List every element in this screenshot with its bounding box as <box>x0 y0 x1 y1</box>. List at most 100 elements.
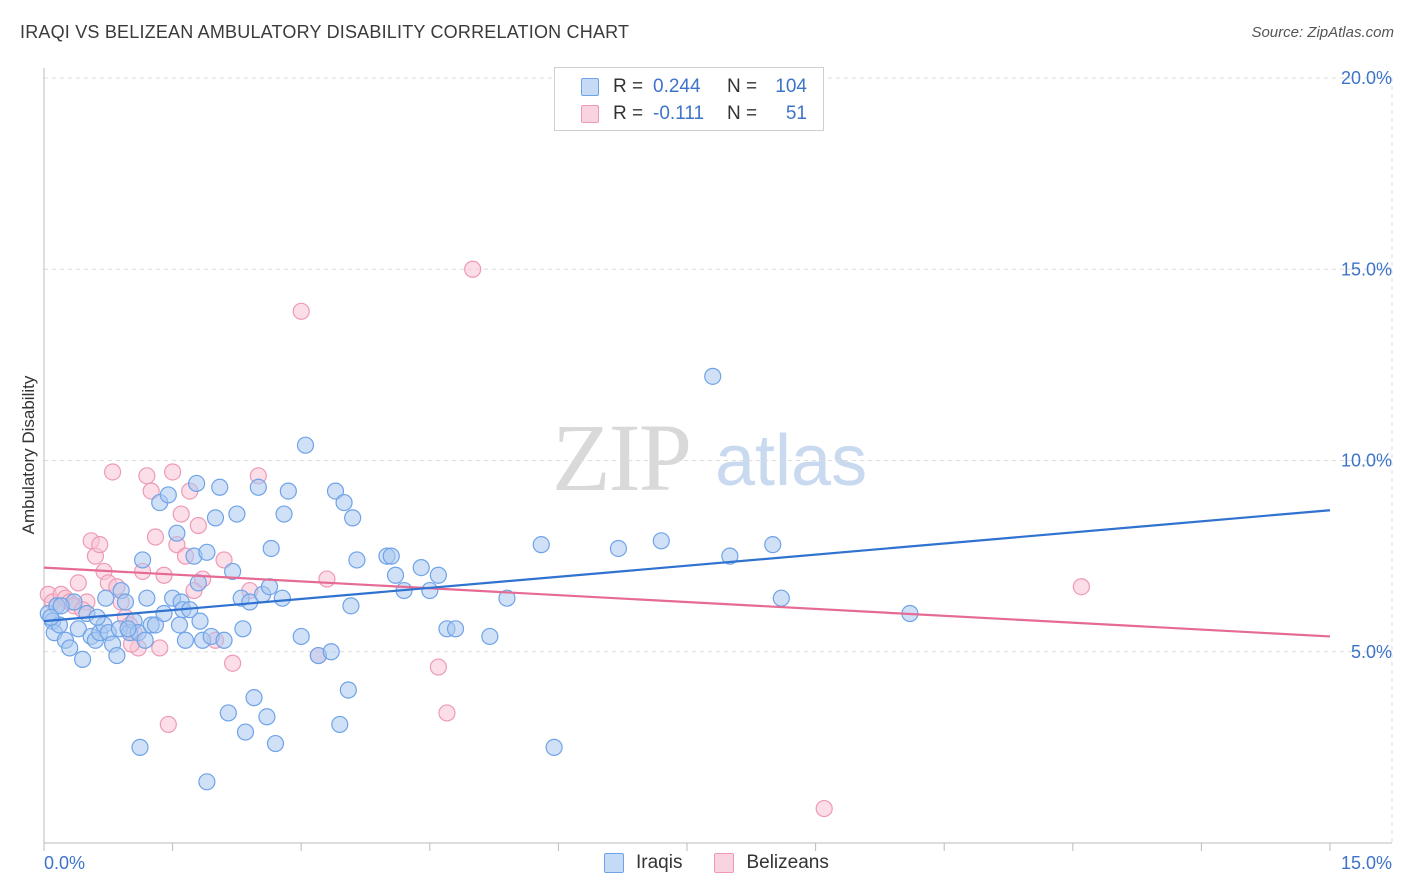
iraqi-point <box>188 474 206 493</box>
iraqi-point <box>138 589 156 607</box>
iraqi-point <box>652 532 670 550</box>
iraqi-point <box>279 482 297 500</box>
iraqi-point <box>234 620 252 638</box>
iraqi-point <box>131 738 149 756</box>
iraqi-point <box>136 631 154 649</box>
iraqi-point <box>198 773 216 791</box>
iraqi-point <box>772 589 790 607</box>
iraqi-point <box>249 478 267 496</box>
iraqi-point <box>721 547 739 565</box>
belizean-point <box>224 654 242 672</box>
iraqi-point <box>224 562 242 581</box>
iraqi-point <box>258 708 276 726</box>
iraqi-point <box>296 436 315 454</box>
series-legend: Iraqis Belizeans <box>604 852 861 874</box>
x-tick-label: 15.0% <box>1341 853 1392 873</box>
iraqi-point <box>170 616 189 634</box>
belizeans-swatch <box>714 853 735 873</box>
iraqi-point <box>73 650 92 669</box>
belizean-point <box>464 260 482 278</box>
iraqi-trend-line <box>43 509 1331 623</box>
belizean-points <box>39 260 1090 818</box>
chart-title: IRAQI VS BELIZEAN AMBULATORY DISABILITY … <box>20 22 630 42</box>
iraqi-point <box>429 566 447 584</box>
iraqi-point <box>176 631 195 649</box>
iraqi-point <box>116 593 135 611</box>
iraqi-point <box>545 738 563 756</box>
belizean-point <box>172 505 190 523</box>
iraqi-point <box>704 367 722 385</box>
belizean-point <box>164 463 182 481</box>
belizeans-label: Belizeans <box>746 852 829 873</box>
iraqi-point <box>344 509 362 527</box>
legend-swatch-belizeans <box>581 105 599 123</box>
legend-item-iraqis: Iraqis <box>604 852 682 874</box>
source-label: Source: ZipAtlas.com <box>1251 24 1394 41</box>
belizean-point <box>189 516 207 535</box>
iraqi-point <box>342 597 360 615</box>
iraqi-point <box>236 723 255 741</box>
belizean-point <box>1072 578 1090 596</box>
iraqi-point <box>764 536 782 554</box>
belizean-trend-line <box>43 566 1331 638</box>
iraqi-point <box>273 589 291 607</box>
belizean-point <box>318 570 336 588</box>
watermark-zip: ZIP <box>552 404 692 511</box>
iraqi-point <box>412 558 430 577</box>
iraqi-point <box>42 608 60 626</box>
legend-row-belizeans: R = -0.111 N = 51 <box>555 101 807 127</box>
iraqi-point <box>609 539 628 558</box>
iraqi-point <box>191 612 209 630</box>
iraqi-point <box>339 681 357 699</box>
iraqi-point <box>386 566 405 584</box>
iraqi-point <box>481 627 499 646</box>
iraqi-point <box>52 597 70 615</box>
correlation-legend: R = 0.244 N = 104 R = -0.111 N = 51 <box>554 67 824 131</box>
iraqi-point <box>260 578 279 596</box>
iraqi-point <box>532 536 550 554</box>
iraqi-point <box>266 734 285 753</box>
trend-lines <box>43 509 1331 638</box>
legend-r-label: R = <box>613 103 644 124</box>
iraqi-point <box>215 631 233 649</box>
iraqis-label: Iraqis <box>636 852 683 873</box>
iraqi-point <box>119 620 137 638</box>
legend-n-value: 51 <box>785 103 807 124</box>
iraqi-point <box>159 486 177 504</box>
belizean-point <box>146 528 165 546</box>
y-tick-label: 10.0% <box>1341 451 1392 471</box>
x-tick-label: 0.0% <box>44 853 85 873</box>
iraqi-point <box>108 646 126 665</box>
iraqi-point <box>211 478 229 496</box>
iraqi-point <box>292 627 310 646</box>
belizean-point <box>103 463 122 481</box>
iraqi-point <box>498 589 516 607</box>
iraqi-point <box>69 620 87 638</box>
belizean-point <box>438 704 456 722</box>
iraqis-swatch <box>604 853 624 873</box>
legend-r-label: R = <box>613 76 644 97</box>
axes <box>43 68 1392 851</box>
iraqi-point <box>146 616 165 634</box>
iraqi-point <box>382 547 400 565</box>
iraqi-point <box>198 543 216 561</box>
legend-n-label: N = <box>727 103 758 124</box>
iraqi-point <box>335 493 353 512</box>
iraqi-point <box>97 589 115 607</box>
iraqi-point <box>155 604 173 623</box>
y-tick-label: 20.0% <box>1341 68 1392 88</box>
legend-r-value: -0.111 <box>653 103 705 124</box>
iraqi-point <box>168 524 186 542</box>
iraqi-point <box>348 551 366 569</box>
y-tick-label: 15.0% <box>1341 259 1392 279</box>
iraqi-point <box>219 704 237 722</box>
tick-labels: 5.0% 10.0% 15.0% 20.0% 0.0% 15.0% Ambulatory D… <box>19 68 1392 873</box>
belizean-point <box>815 799 833 818</box>
iraqi-point <box>228 505 246 523</box>
iraqi-point <box>262 539 280 558</box>
iraqi-point <box>421 581 439 600</box>
belizean-point <box>69 574 87 592</box>
legend-n-label: N = <box>727 76 758 97</box>
belizean-point <box>142 482 160 500</box>
iraqi-points <box>39 367 919 791</box>
